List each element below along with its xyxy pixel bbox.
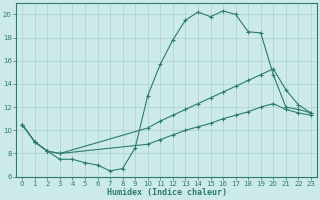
X-axis label: Humidex (Indice chaleur): Humidex (Indice chaleur) [107,188,227,197]
